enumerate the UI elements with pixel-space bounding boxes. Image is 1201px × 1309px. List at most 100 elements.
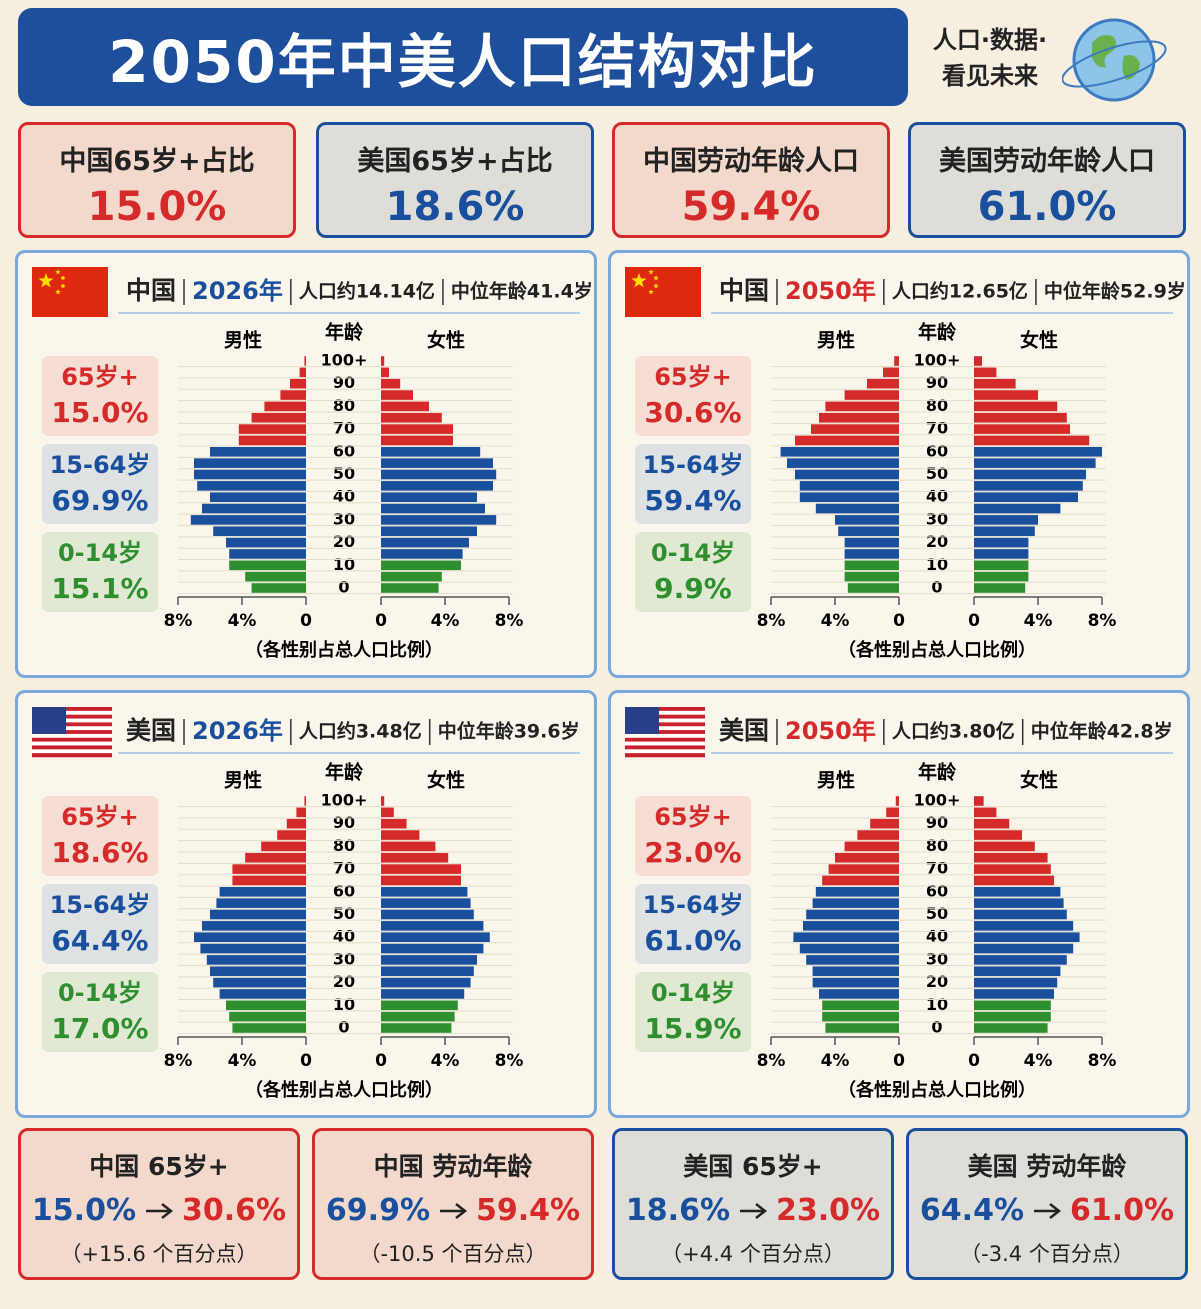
bar [381,932,490,942]
globe-icon [1062,18,1167,102]
bar [261,841,306,852]
bar [381,955,477,965]
group-value: 17.0% [51,1012,148,1045]
change-from: 64.4% [919,1193,1024,1228]
group-label: 0-14岁 [58,979,142,1007]
group-box [635,884,751,964]
flag-stripe [32,753,112,758]
country: 美国 [719,716,769,745]
bar [210,909,306,920]
bar [245,852,306,863]
x-tick-label: 0 [375,1051,387,1071]
x-tick-label: 8% [1088,611,1117,631]
change-title: 美国 劳动年龄 [967,1152,1127,1181]
bar [381,492,477,502]
bar [381,458,493,468]
bar [974,955,1067,965]
x-tick-label: 0 [300,611,312,631]
bar [828,864,899,874]
year: 2050年 [785,277,876,305]
x-tick-label: 8% [495,1051,524,1071]
group-value: 59.4% [644,484,741,517]
x-tick-label: 8% [495,611,524,631]
change-line: 69.9% 59.4% [315,1193,591,1228]
bar [381,852,449,863]
series-label: 女性 [427,329,465,352]
bar [974,378,1016,389]
bar [835,852,899,863]
tagline-line: 看见未来 [942,62,1038,90]
bar [974,966,1061,977]
bar [974,898,1064,908]
bar [867,378,899,389]
bar [974,481,1083,491]
bar [857,830,899,840]
bar [870,818,899,829]
age-label: 年龄 [918,761,957,784]
age-tick-label: 0 [338,1018,349,1037]
x-tick-label: 0 [968,611,980,631]
group-box [42,444,158,524]
arrow [1034,1202,1062,1219]
population: 人口约12.65亿 [892,280,1028,303]
bar [883,367,899,378]
change-card: 美国 劳动年龄 64.4% 61.0% （-3.4 个百分点） [906,1128,1188,1280]
bar [974,515,1038,525]
tagline: 人口·数据· 看见未来 [915,22,1065,94]
arrow [146,1202,174,1219]
bar [974,367,997,378]
bar [844,560,899,571]
bar [819,989,899,999]
bar [974,1023,1048,1033]
x-tick-label: 4% [431,611,460,631]
flag-star [60,283,66,289]
flag-stripe [32,733,112,739]
flag-stripe [625,737,705,742]
x-tick-label: 0 [893,1051,905,1071]
age-tick-label: 40 [333,927,355,946]
change-from: 18.6% [625,1193,730,1228]
age-tick-label: 90 [333,813,355,832]
bar [974,818,1010,829]
bar [381,921,484,931]
age-tick-label: 30 [926,949,948,968]
bar [277,830,306,840]
age-tick-label: 80 [926,396,948,415]
group-value: 64.4% [51,924,148,957]
change-line: 64.4% 61.0% [909,1193,1185,1228]
bar [296,807,306,818]
chart-panel: 中国 2026年 人口约14.14亿 中位年龄41.4岁 男性 年龄 女性 0 10 20 30 40… [15,250,597,678]
bar [811,424,899,434]
x-tick-label: 0 [893,611,905,631]
flag-stripe [625,710,705,715]
kpi-card: 中国劳动年龄人口 59.4% [612,122,890,238]
bar [847,583,899,593]
bar [194,458,306,468]
bar [197,481,306,491]
x-tick-label: 8% [757,1051,786,1071]
flag-stripe [32,741,112,746]
flag-stripe [625,722,705,727]
series-label: 男性 [224,769,262,792]
bar [381,1011,455,1022]
country: 中国 [126,276,176,305]
change-card: 中国 劳动年龄 69.9% 59.4% （-10.5 个百分点） [312,1128,594,1280]
x-axis-label: （各性别占总人口比例） [245,639,443,661]
bar [974,503,1061,514]
bar [381,887,468,897]
change-delta: （+15.6 个百分点） [60,1242,258,1266]
bar [238,424,306,434]
group-box [635,796,751,876]
bar [795,435,899,446]
bar [844,537,899,548]
age-tick-label: 100+ [914,791,961,810]
bar [974,875,1054,886]
x-tick-label: 4% [1024,611,1053,631]
group-box [635,972,751,1052]
kpi-card: 美国65岁+占比 18.6% [316,122,594,238]
x-tick-label: 0 [968,1051,980,1071]
bar [844,571,899,582]
x-tick-label: 8% [1088,1051,1117,1071]
bar [229,1011,306,1022]
